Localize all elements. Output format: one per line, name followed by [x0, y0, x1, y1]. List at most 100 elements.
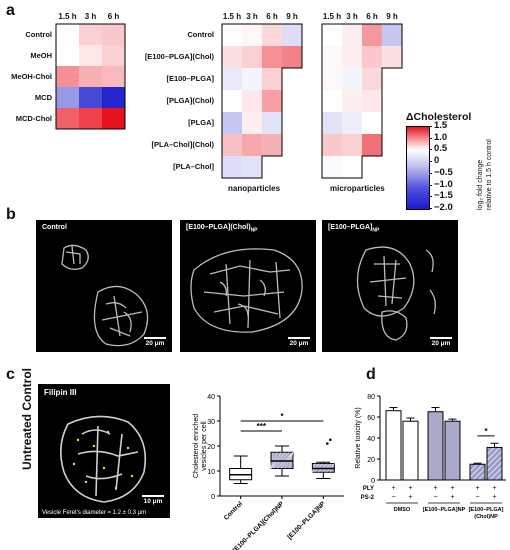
- ps2-sign: +: [450, 494, 454, 501]
- heatmap-row-label: MeOH: [30, 50, 52, 60]
- y-axis-label: Cholesterol enrichedvesicles per cell: [193, 414, 208, 478]
- colorbar-tick-label: 0: [434, 155, 440, 167]
- heatmap-column-label: 6 h: [366, 12, 378, 21]
- heatmap-row-label: [E100–PLGA]: [166, 74, 214, 83]
- heatmap-cell: [322, 68, 342, 90]
- untreated-control-label: Untreated Control: [20, 368, 34, 470]
- y-tick-label: 60: [367, 415, 375, 422]
- heatmap-cell: [342, 134, 362, 156]
- heatmap-cell: [382, 46, 402, 68]
- heatmap-cell: [242, 156, 262, 178]
- heatmap-cell: [342, 90, 362, 112]
- heatmap-cell: [222, 68, 242, 90]
- heatmap-row-label: [PLGA](Chol): [166, 96, 215, 105]
- box-hatch: [264, 452, 272, 469]
- y-tick-label: 40: [207, 394, 215, 401]
- y-tick-label: 10: [207, 469, 215, 476]
- heatmap-column-label: 3 h: [346, 12, 358, 21]
- heatmap-column-label: 3 h: [84, 12, 97, 21]
- ps2-sign: +: [408, 494, 412, 501]
- micrograph-control: Control 20 μm: [36, 220, 172, 352]
- ply-sign: +: [492, 485, 496, 492]
- heatmap-row-label: [PLA–Chol]: [173, 162, 214, 171]
- heatmap-cell: [362, 90, 382, 112]
- outlier-point: [326, 442, 329, 445]
- heatmap-cell: [342, 156, 362, 178]
- group-label-line: [E100–PLGA]: [469, 507, 504, 513]
- y-axis-label-line: vesicles per cell: [201, 421, 208, 471]
- y-tick-label: 0: [371, 478, 375, 485]
- heatmap-cell: [262, 90, 282, 112]
- heatmap-cell: [222, 46, 242, 68]
- heatmap-cell: [342, 46, 362, 68]
- bar-chart: 0 20 40 60 80 Relative toxicity (%) + − + + + − + + + −…: [355, 394, 506, 520]
- micrograph-e100-plga-chol: [E100–PLGA](Chol)NP 20 μm: [180, 220, 316, 352]
- heatmap-cell: [262, 68, 282, 90]
- ply-sign: +: [408, 485, 412, 492]
- micrograph-label: [E100–PLGA](Chol)NP: [186, 224, 258, 234]
- ply-sign: +: [450, 485, 454, 492]
- group-label-line: (Chol)NP: [474, 514, 498, 520]
- box-hatch: [310, 463, 313, 473]
- bar: [427, 411, 444, 481]
- micrograph-label: Control: [42, 224, 67, 231]
- colorbar-tick: [429, 149, 432, 151]
- heatmap-cell: [382, 24, 402, 46]
- group-label: DMSO: [394, 507, 411, 513]
- significance-label: *: [280, 412, 284, 421]
- ply-sign: +: [475, 485, 479, 492]
- x-tick-label: Control: [223, 500, 244, 521]
- row-label-ply: PLY: [363, 486, 374, 492]
- heatmap-row-label: Control: [187, 30, 214, 39]
- significance-label: ***: [257, 422, 267, 431]
- heatmap-cell: [262, 112, 282, 134]
- heatmap-cell: [56, 87, 79, 108]
- heatmap-cell: [102, 24, 125, 45]
- ps2-sign: −: [391, 494, 395, 501]
- heatmap-column-label: 6 h: [266, 12, 278, 21]
- heatmap-cell: [362, 134, 382, 156]
- outlier-point: [329, 438, 332, 442]
- heatmap-cell: [262, 134, 282, 156]
- heatmap-cell: [322, 46, 342, 68]
- colorbar-tick-label: −1.5: [434, 190, 453, 202]
- heatmap-cell: [242, 24, 262, 46]
- heatmap-cell: [322, 90, 342, 112]
- heatmap-cell: [262, 24, 282, 46]
- heatmap-column-label: 1.5 h: [222, 12, 242, 21]
- cell-cluster-image: [356, 246, 436, 341]
- ps2-sign: −: [433, 494, 437, 501]
- heatmap-row-label: [E100–PLGA](Chol): [144, 52, 214, 61]
- colorbar-tick: [429, 172, 432, 174]
- filipin-cell-image: [60, 415, 147, 503]
- colorbar-title: ΔCholesterol: [406, 111, 472, 123]
- y-tick-label: 20: [367, 457, 375, 464]
- heatmap-cell: [322, 24, 342, 46]
- heatmap-cell: [362, 112, 382, 134]
- micrograph-filipin: Filipin III 10 μm Vesicle Feret's diamet…: [38, 384, 170, 518]
- bar: [402, 420, 419, 481]
- bar: [486, 446, 503, 481]
- heatmap-cell: [282, 24, 302, 46]
- heatmap-cell: [222, 156, 242, 178]
- box-hatch: [298, 463, 313, 473]
- micrograph-label: [E100–PLGA]NP: [328, 224, 380, 234]
- y-tick-label: 30: [207, 419, 215, 426]
- heatmap-column-label: 9 h: [386, 12, 398, 21]
- heatmap-cell: [102, 66, 125, 87]
- heatmap-cell: [282, 46, 302, 68]
- bar: [469, 463, 486, 481]
- heatmap-column-label: 6 h: [107, 12, 120, 21]
- colorbar-tick-label: −2.0: [434, 202, 453, 213]
- heatmap-cell: [56, 66, 79, 87]
- box-hatch: [302, 463, 313, 473]
- heatmap-cell: [362, 68, 382, 90]
- y-tick-label: 20: [207, 444, 215, 451]
- scale-bar: 20 μm: [430, 337, 452, 347]
- colorbar: [406, 126, 430, 210]
- heatmap-cell: [79, 108, 102, 129]
- heatmap-cell: [242, 46, 262, 68]
- heatmap-cell: [102, 45, 125, 66]
- colorbar-tick: [429, 137, 432, 139]
- heatmap-row-label: [PLA–Chol](Chol): [151, 140, 215, 149]
